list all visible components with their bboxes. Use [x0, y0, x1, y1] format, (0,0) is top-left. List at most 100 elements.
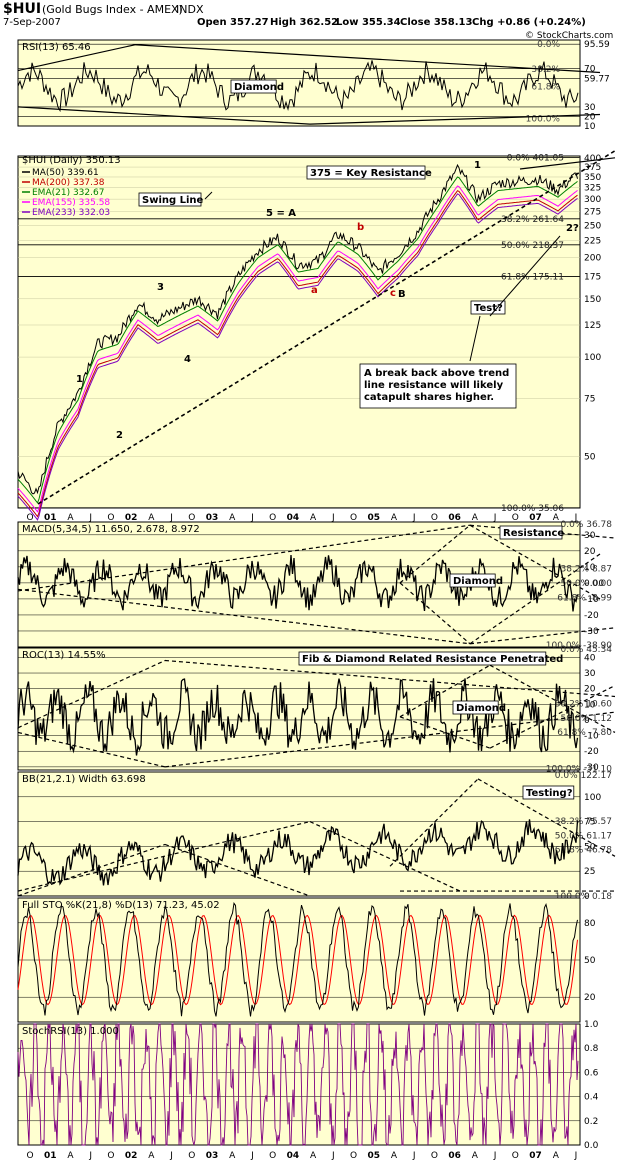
stochrsi-x-label: J [574, 1151, 578, 1161]
stochrsi-x-label: 05 [368, 1151, 381, 1161]
price-x-label: 04 [287, 513, 300, 523]
bb-trendline [477, 778, 616, 857]
wave-label: a [311, 285, 318, 296]
stochrsi-x-label: O [431, 1151, 438, 1161]
stochrsi-tick-label: 0.8 [584, 1044, 599, 1054]
rsi-fib-label: 61.8% [531, 82, 560, 92]
annotation-arrow [204, 191, 213, 200]
close-value: Close 358.13 [400, 17, 472, 28]
legend-entry: EMA(21) 332.67 [32, 188, 104, 198]
bb-tick-label: 0 [584, 892, 590, 902]
roc-diamond-label-box [452, 700, 499, 715]
stochrsi-x-label: 03 [206, 1151, 219, 1161]
stochrsi-x-label: J [250, 1151, 254, 1161]
bb-tick-label: 25 [584, 867, 595, 877]
sto-title: Full STO %K(21,8) %D(13) 71.23, 45.02 [22, 900, 220, 911]
price-x-label: A [472, 513, 479, 523]
roc-trendline [17, 659, 166, 729]
stochrsi-x-label: A [67, 1151, 74, 1161]
bb-testing-label: Testing? [526, 788, 573, 799]
chart-header: $HUI (Gold Bugs Index - AMEX) INDX 7-Sep… [3, 1, 613, 41]
break-note-line: A break back above trend [364, 368, 509, 379]
stochrsi-tick-label: 1.0 [584, 1020, 599, 1030]
ema155-line [17, 185, 578, 513]
stochrsi-x-label: O [269, 1151, 276, 1161]
price-tick-label: 75 [584, 394, 595, 404]
sto-tick-label: 50 [584, 956, 596, 966]
legend-entry: EMA(155) 335.58 [32, 198, 110, 208]
price-tick-label: 150 [584, 295, 601, 305]
macd-trendline [17, 588, 471, 645]
macd-trendline [469, 553, 601, 645]
break-note-line: catapult shares higher. [364, 392, 494, 403]
price-tick-label: 300 [584, 195, 601, 205]
roc-fib-label: 50.0% 1.12 [561, 714, 613, 724]
wave-label: 2? [566, 223, 579, 234]
macd-diamond-label: Diamond [453, 576, 503, 587]
high-value: High 362.52 [270, 17, 338, 28]
price-tick-label: 275 [584, 208, 601, 218]
roc-panel: 40 30 20 10 0 -10 -20 -30 0.0% 45.34 38.2% 10.60 5… [17, 645, 616, 775]
test-label-box [470, 300, 506, 315]
wave-label: 4 [184, 354, 191, 365]
price-tick-label: 125 [584, 321, 601, 331]
roc-trendline [489, 664, 616, 733]
price-x-label: O [188, 513, 195, 523]
ma200-line [17, 190, 578, 518]
price-x-label: 05 [368, 513, 381, 523]
roc-fib-label: 61.8% -7.80 [557, 728, 612, 738]
bb-tick-label: 100 [584, 793, 601, 803]
roc-trendline [399, 664, 491, 718]
sto-d-line [17, 914, 578, 1006]
break-note-line: line resistance will likely [364, 380, 504, 391]
bb-tick-label: 50 [584, 842, 596, 852]
price-tick-label: 375 [584, 163, 601, 173]
legend-entry: EMA(233) 332.03 [32, 208, 110, 218]
stochrsi-x-label: O [512, 1151, 519, 1161]
bb-trendline [164, 843, 311, 897]
stochrsi-x-label: J [88, 1151, 92, 1161]
rsi-trendline [134, 44, 601, 74]
bb-fib-label: 38.2% 75.57 [555, 817, 612, 827]
macd-trendline [399, 524, 471, 584]
roc-tick-label: 40 [584, 653, 596, 663]
price-x-label: O [512, 513, 519, 523]
annotation-arrow [469, 315, 481, 362]
macd-fib-label: 100.0% -38.90 [546, 641, 612, 651]
bb-fib-label: 61.8% 46.78 [555, 846, 612, 856]
price-x-label: J [88, 513, 92, 523]
price-x-label: J [250, 513, 254, 523]
price-x-label: O [107, 513, 114, 523]
price-x-label: 03 [206, 513, 219, 523]
price-x-label: O [26, 513, 33, 523]
macd-tick-label: -30 [584, 627, 599, 637]
macd-tick-label: 10 [584, 563, 596, 573]
stochrsi-x-label: A [310, 1151, 317, 1161]
rsi-title: RSI(13) 65.46 [22, 42, 91, 53]
price-title: $HUI (Daily) 350.13 [22, 155, 121, 166]
price-tick-label: 100 [584, 353, 601, 363]
rsi-fib-label: 100.0% [526, 114, 561, 124]
roc-trendline [399, 716, 491, 749]
rsi-panel-bg [17, 39, 581, 127]
rsi-panel: 95.597059.773020100.0%38.2%61.8%100.0%RS… [17, 39, 610, 132]
stochrsi-x-label: J [412, 1151, 416, 1161]
low-value: Low 355.34 [336, 17, 401, 28]
open-value: Open 357.27 [197, 17, 269, 28]
date-label: 7-Sep-2007 [3, 17, 61, 28]
price-x-label: O [269, 513, 276, 523]
resistance-label: 375 = Key Resistance [310, 168, 432, 179]
rsi-line [17, 60, 579, 113]
resistance-label-box [306, 165, 426, 180]
stochrsi-x-label: A [229, 1151, 236, 1161]
sto-tick-label: 80 [584, 919, 596, 929]
roc-tick-label: 10 [584, 700, 596, 710]
bb-fib-label: 100.0% 0.18 [555, 892, 612, 902]
price-x-label: 02 [125, 513, 138, 523]
stochrsi-panel: 1.0 0.8 0.6 0.4 0.2 0.0 StochRSI(13) 1.000 O 01 A… [17, 1020, 599, 1161]
roc-tick-label: 30 [584, 669, 596, 679]
stochrsi-x-label: 06 [448, 1151, 461, 1161]
wave-label: 5 = A [266, 208, 296, 219]
